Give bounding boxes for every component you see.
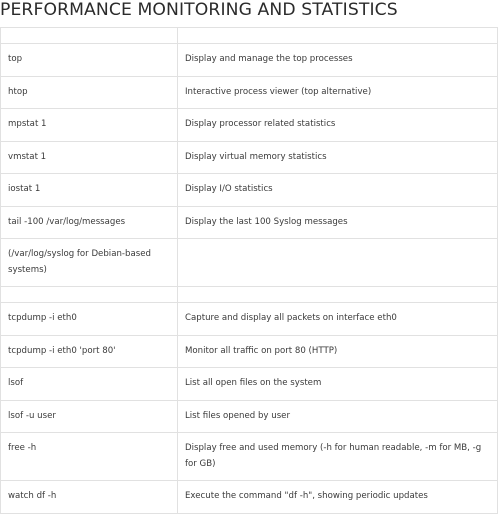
description-cell: Display free and used memory (-h for hum… [177, 432, 498, 481]
command-cell: lsof [0, 367, 178, 401]
table-row: watch df -h Execute the command "df -h",… [0, 480, 498, 514]
table-row: tail -100 /var/log/messages Display the … [0, 205, 498, 239]
page-title: PERFORMANCE MONITORING AND STATISTICS [0, 0, 398, 20]
description-cell [177, 238, 498, 287]
empty-cell [177, 286, 498, 303]
command-cell: tcpdump -i eth0 'port 80' [0, 334, 178, 368]
command-cell: watch df -h [0, 480, 178, 514]
description-cell: List all open files on the system [177, 367, 498, 401]
description-cell: List files opened by user [177, 399, 498, 433]
command-cell: vmstat 1 [0, 140, 178, 174]
description-cell: Display and manage the top processes [177, 43, 498, 77]
command-cell: top [0, 43, 178, 77]
table-row: top Display and manage the top processes [0, 43, 498, 77]
table-row: tcpdump -i eth0 Capture and display all … [0, 302, 498, 336]
table-row: vmstat 1 Display virtual memory statisti… [0, 140, 498, 174]
table-row: lsof List all open files on the system [0, 367, 498, 401]
description-cell: Display I/O statistics [177, 173, 498, 207]
table-row: free -h Display free and used memory (-h… [0, 432, 498, 481]
table-row: tcpdump -i eth0 'port 80' Monitor all tr… [0, 334, 498, 368]
table-row: (/var/log/syslog for Debian-based system… [0, 238, 498, 287]
empty-cell [0, 286, 178, 303]
spacer-row [0, 27, 498, 44]
description-cell: Display the last 100 Syslog messages [177, 205, 498, 239]
description-cell: Monitor all traffic on port 80 (HTTP) [177, 334, 498, 368]
description-cell: Interactive process viewer (top alternat… [177, 75, 498, 109]
command-cell: (/var/log/syslog for Debian-based system… [0, 238, 178, 287]
table-row: mpstat 1 Display processor related stati… [0, 108, 498, 142]
description-cell: Display virtual memory statistics [177, 140, 498, 174]
description-cell: Capture and display all packets on inter… [177, 302, 498, 336]
empty-cell [0, 27, 178, 44]
command-cell: mpstat 1 [0, 108, 178, 142]
spacer-row [0, 286, 498, 303]
table-row: lsof -u user List files opened by user [0, 399, 498, 433]
description-cell: Display processor related statistics [177, 108, 498, 142]
command-cell: htop [0, 75, 178, 109]
table-row: iostat 1 Display I/O statistics [0, 173, 498, 207]
command-cell: free -h [0, 432, 178, 481]
command-cell: tail -100 /var/log/messages [0, 205, 178, 239]
empty-cell [177, 27, 498, 44]
command-cell: tcpdump -i eth0 [0, 302, 178, 336]
description-cell: Execute the command "df -h", showing per… [177, 480, 498, 514]
command-cell: iostat 1 [0, 173, 178, 207]
command-cell: lsof -u user [0, 399, 178, 433]
table-row: htop Interactive process viewer (top alt… [0, 75, 498, 109]
command-table: top Display and manage the top processes… [0, 27, 498, 514]
command-table-body: top Display and manage the top processes… [0, 27, 498, 514]
